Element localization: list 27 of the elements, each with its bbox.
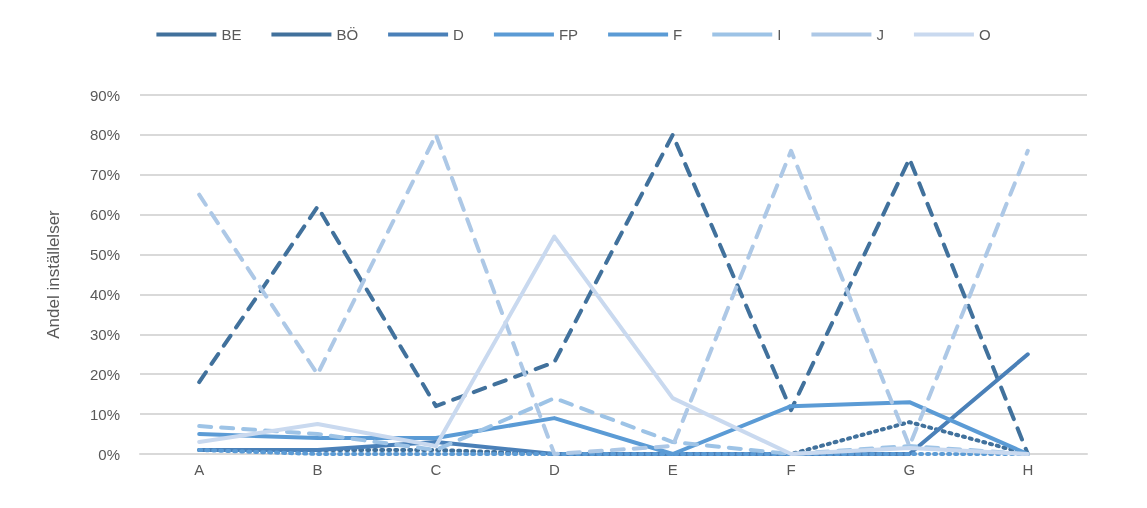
x-tick-label: G xyxy=(903,461,916,478)
x-tick-label: F xyxy=(786,461,796,478)
x-tick-label: H xyxy=(1022,461,1034,478)
y-tick-label: 20% xyxy=(89,365,120,383)
y-tick-label: 0% xyxy=(98,445,120,463)
legend-label: I xyxy=(777,26,782,43)
x-tick-label: D xyxy=(548,461,560,478)
y-tick-label: 40% xyxy=(89,285,120,303)
y-tick-label: 60% xyxy=(89,206,120,224)
legend-label: BÖ xyxy=(336,26,359,43)
y-tick-label: 10% xyxy=(89,405,120,423)
legend-label: O xyxy=(978,26,991,43)
y-tick-label: 80% xyxy=(89,126,120,144)
y-tick-label: 70% xyxy=(89,166,120,184)
x-tick-label: C xyxy=(430,461,442,478)
y-tick-label: 50% xyxy=(89,246,120,264)
x-tick-label: B xyxy=(312,461,323,478)
legend-label: F xyxy=(673,26,683,43)
legend-label: FP xyxy=(558,26,579,43)
x-tick-label: E xyxy=(667,461,678,478)
y-tick-label: 90% xyxy=(89,86,120,104)
legend-label: J xyxy=(876,26,884,43)
legend-label: D xyxy=(453,26,465,43)
legend-label: BE xyxy=(221,26,242,43)
x-tick-label: A xyxy=(194,461,205,478)
y-axis-title: Andel inställelser xyxy=(44,209,63,339)
y-tick-label: 30% xyxy=(89,325,120,343)
